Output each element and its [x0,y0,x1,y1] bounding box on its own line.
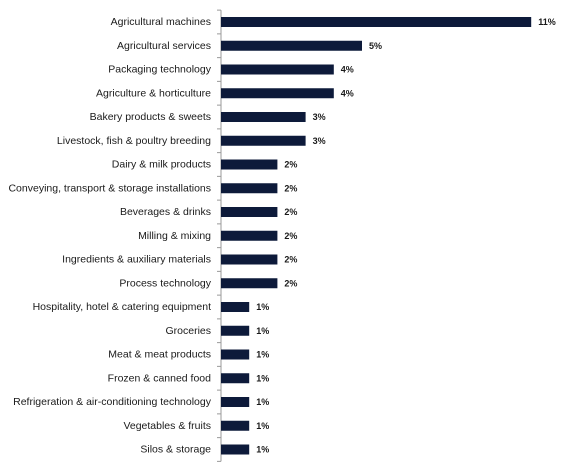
bars [221,17,532,455]
data-label: 1% [256,350,269,360]
bar [221,112,306,122]
bar [221,397,250,407]
bar [221,64,334,75]
category-label: Refrigeration & air-conditioning technol… [13,396,212,408]
category-label: Dairy & milk products [112,159,211,171]
data-label: 4% [341,65,354,75]
data-label: 4% [341,88,354,98]
data-label: 11% [538,17,556,27]
data-label: 2% [284,231,297,241]
data-label: 1% [256,421,269,431]
bar [221,40,362,51]
data-label: 3% [313,136,326,146]
category-labels: Agricultural machines Agricultural servic… [8,16,211,456]
data-label: 1% [256,445,269,455]
bar [221,444,250,455]
data-label: 5% [369,41,382,51]
category-label: Hospitality, hotel & catering equipment [33,301,211,313]
data-label: 2% [284,278,297,288]
category-label: Livestock, fish & poultry breeding [57,135,211,147]
data-label: 2% [284,160,297,170]
category-label: Beverages & drinks [120,206,211,218]
category-label: Silos & storage [140,444,211,456]
category-label: Vegetables & fruits [123,420,211,432]
bar [221,17,532,27]
category-label: Frozen & canned food [108,372,211,384]
bar [221,207,278,217]
bar [221,373,250,384]
category-label: Bakery products & sweets [90,111,211,123]
bar [221,183,278,194]
category-label: Meat & meat products [108,349,211,361]
data-label: 2% [284,255,297,265]
bar [221,159,278,170]
bar [221,349,250,360]
category-label: Ingredients & auxiliary materials [62,254,211,266]
category-label: Milling & mixing [138,230,211,242]
category-label: Groceries [165,325,211,337]
bar [221,230,278,241]
bar [221,420,250,431]
category-label: Agricultural machines [111,16,211,28]
bar [221,254,278,265]
data-label: 1% [256,302,269,312]
data-label: 3% [313,112,326,122]
category-label: Agriculture & horticulture [96,87,211,99]
category-label: Conveying, transport & storage installat… [8,182,211,194]
bar [221,302,250,312]
category-label: Packaging technology [108,64,211,76]
category-label: Agricultural services [117,40,211,52]
category-axis [217,9,222,462]
bar [221,278,278,289]
data-label: 2% [284,183,297,193]
data-label: 1% [256,373,269,383]
category-label: Process technology [119,277,211,289]
bar [221,325,250,336]
bar [221,88,334,99]
data-label: 1% [256,326,269,336]
data-label: 2% [284,207,297,217]
data-label: 1% [256,397,269,407]
bar [221,135,306,146]
value-labels: 11% 5% 4% 4% 3% 3% 2% 2% 2% 2% 2% 2% 1% 1% 1% 1% 1% 1% 1% [256,17,556,455]
